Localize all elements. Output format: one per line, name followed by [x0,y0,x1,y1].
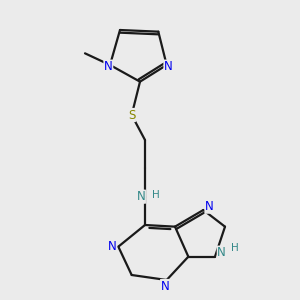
Text: H: H [231,243,239,253]
Text: N: N [136,190,146,203]
Text: S: S [128,109,135,122]
Text: H: H [152,190,160,200]
Text: N: N [160,280,169,292]
Text: N: N [205,200,214,213]
Text: N: N [108,240,117,253]
Text: N: N [104,60,113,73]
Text: N: N [217,246,226,259]
Text: N: N [164,60,173,73]
